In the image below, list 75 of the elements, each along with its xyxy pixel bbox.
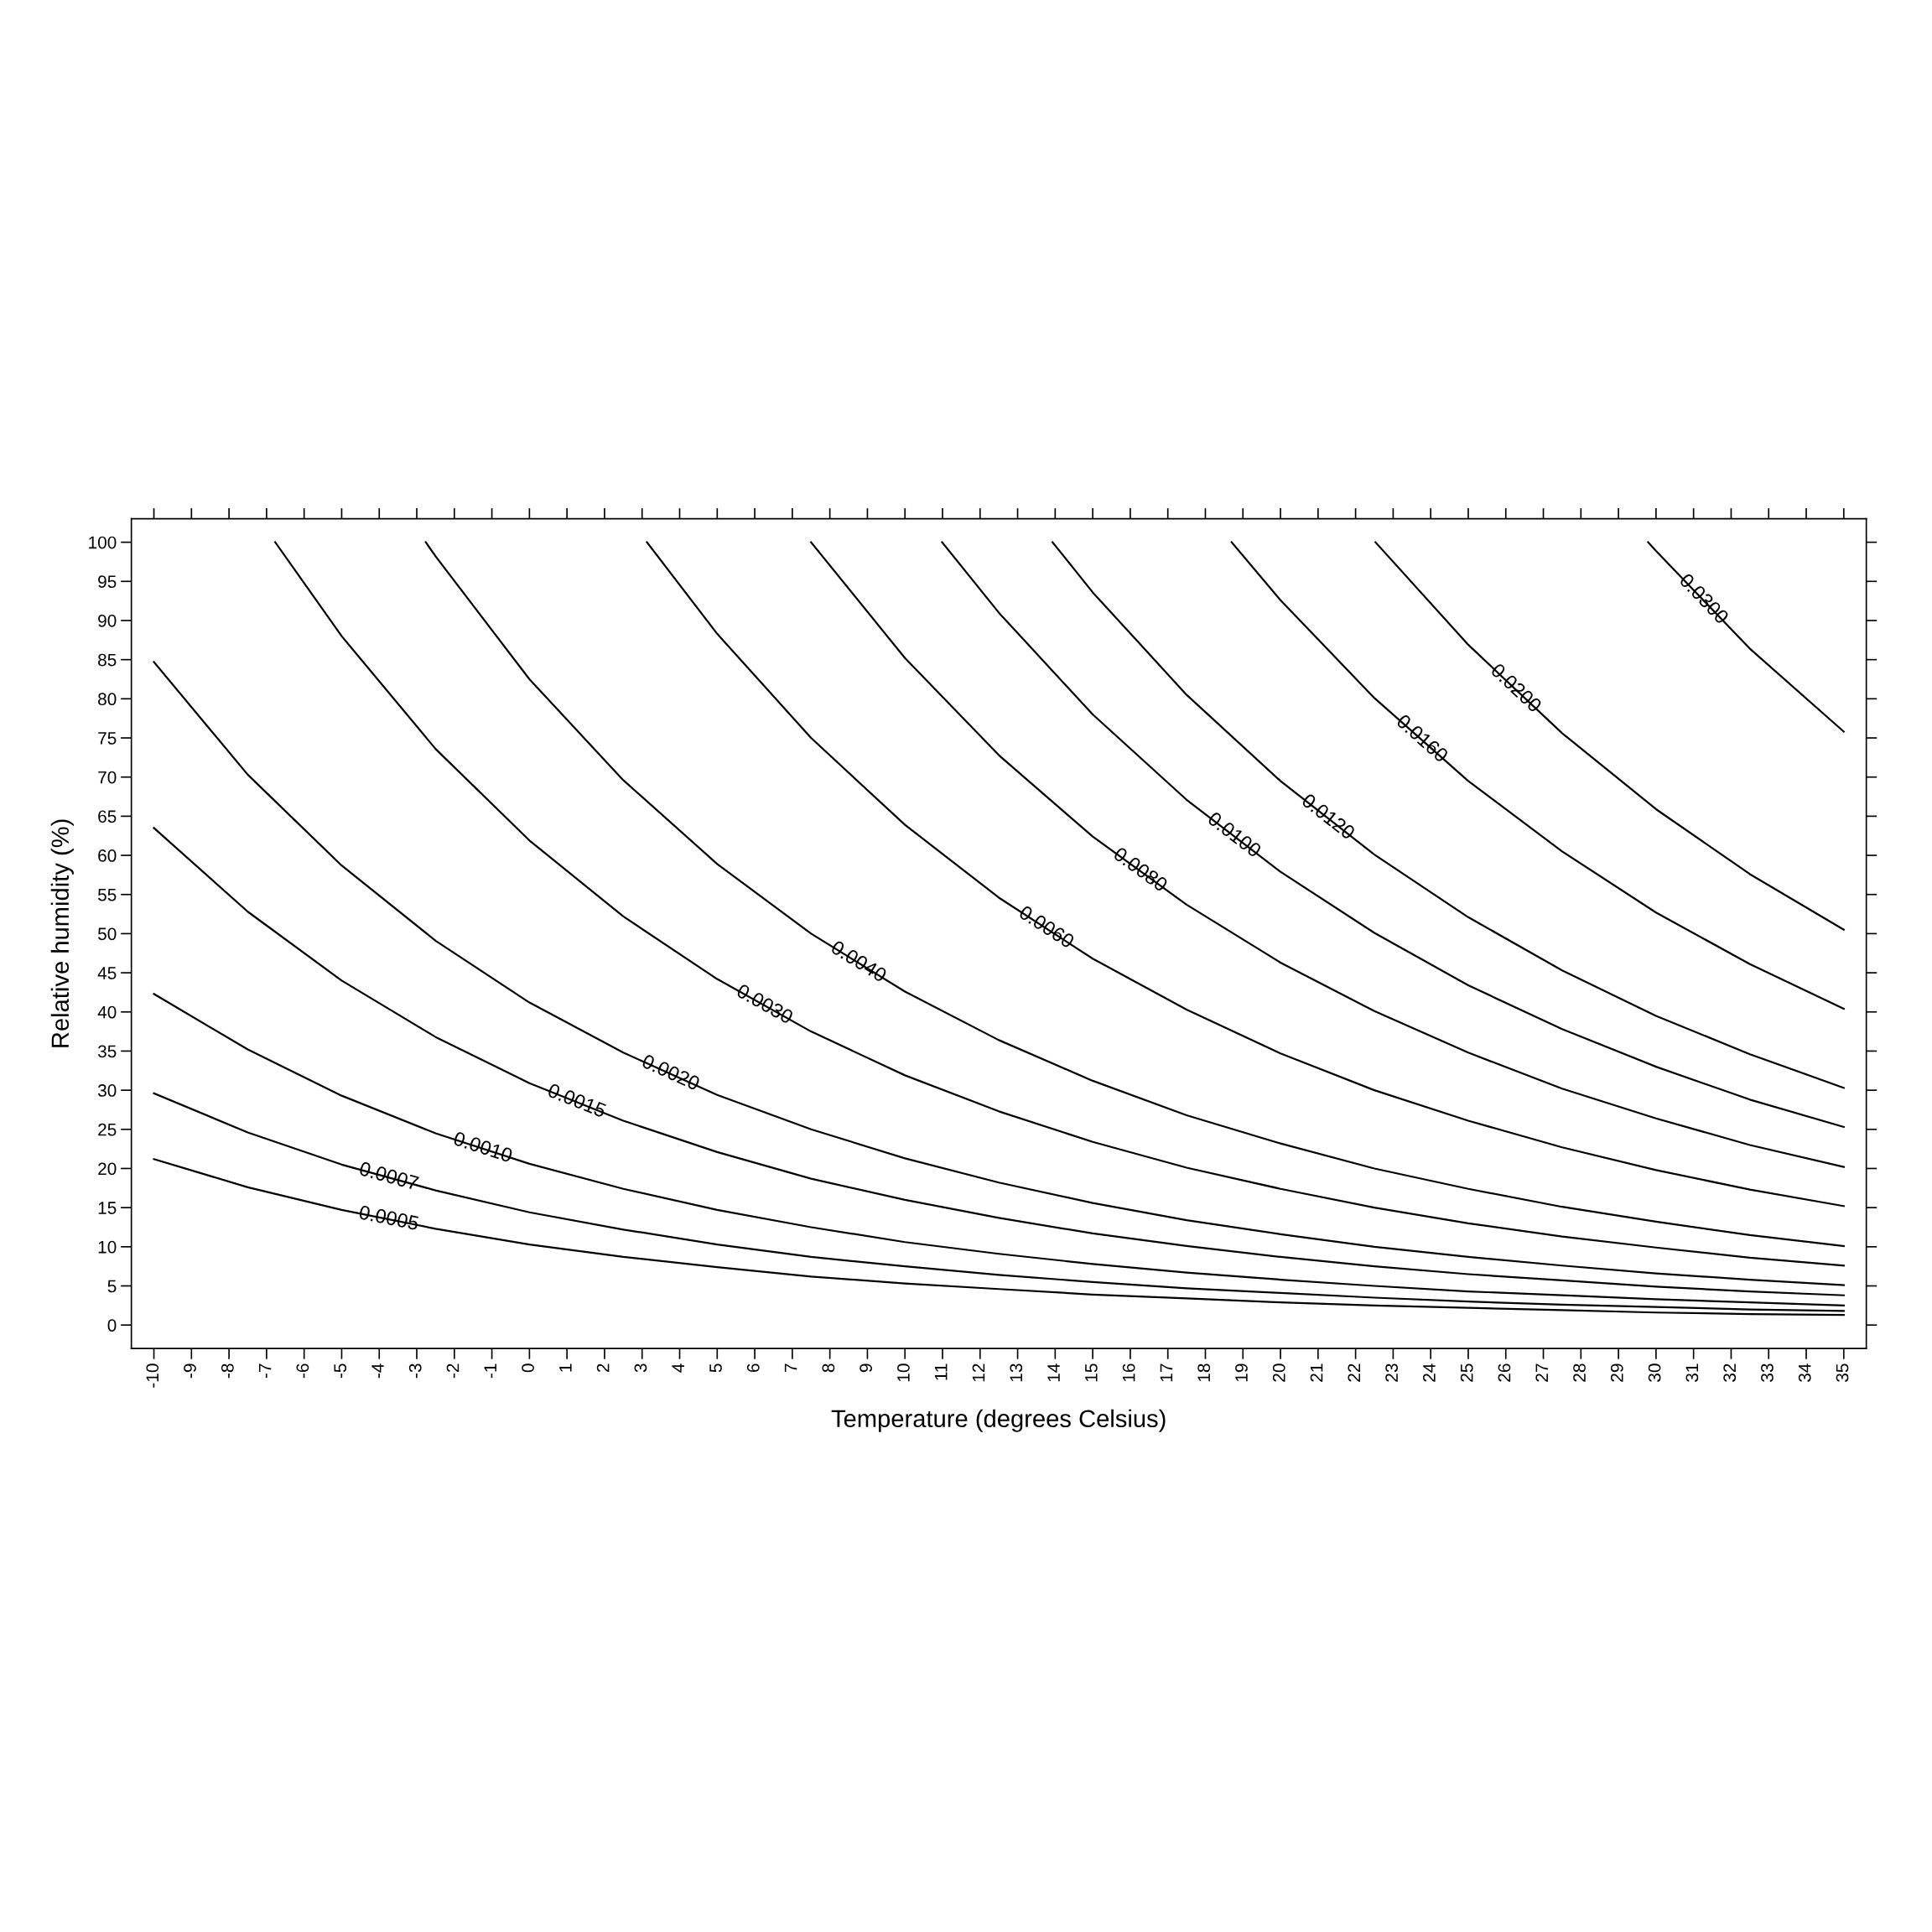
y-tick-label: 80 [98,693,117,706]
y-tick-label: 70 [98,771,117,784]
x-tick-label: 31 [1685,1363,1699,1382]
x-tick-label: -8 [221,1363,234,1379]
y-tick-label: 95 [98,575,117,589]
x-tick-label: 24 [1423,1363,1436,1382]
x-tick-label: 23 [1385,1363,1398,1382]
x-tick-label: 0 [522,1363,534,1373]
x-tick-label: -5 [334,1363,347,1379]
y-tick-label: 75 [98,732,117,745]
x-tick-label: -9 [184,1363,196,1379]
x-tick-label: 12 [972,1363,985,1382]
x-tick-label: 30 [1648,1363,1661,1382]
x-tick-label: 10 [897,1363,910,1382]
y-tick-label: 15 [98,1202,117,1214]
x-tick-label: -2 [446,1363,460,1379]
y-tick-label: 5 [107,1280,117,1293]
y-axis-title: Relative humidity (%) [50,819,74,1047]
y-tick-label: 50 [97,927,117,941]
x-tick-label: 29 [1610,1363,1623,1382]
x-tick-label: 21 [1310,1363,1323,1382]
x-tick-label: -3 [408,1363,422,1379]
line-series [1374,541,1845,931]
x-tick-label: 16 [1122,1363,1135,1382]
y-tick-label: 10 [98,1240,117,1254]
line-series [941,541,1845,1129]
x-tick-label: 4 [672,1363,684,1373]
x-tick-label: -7 [258,1363,272,1379]
x-tick-label: 20 [1272,1363,1285,1382]
x-tick-label: 26 [1498,1363,1511,1382]
x-tick-label: -6 [296,1363,309,1379]
y-tick-label: 90 [98,614,117,627]
x-tick-label: 34 [1798,1363,1811,1382]
y-tick-label: 60 [98,849,117,862]
y-tick-label: 55 [97,888,117,901]
y-tick-label: 0 [107,1319,117,1332]
x-tick-label: -4 [371,1363,384,1379]
y-tick-label: 40 [97,1005,117,1019]
x-tick-label: 33 [1761,1363,1774,1382]
x-tick-label: 6 [746,1363,760,1373]
y-tick-label: 30 [97,1084,117,1097]
line-series [810,541,1845,1168]
x-tick-label: 11 [935,1363,948,1380]
x-tick-label: 25 [1460,1363,1473,1382]
line-series [1647,541,1845,733]
x-axis-title: Temperature (degrees Celsius) [831,1409,1166,1432]
y-tick-label: 35 [97,1045,117,1058]
x-tick-label: 32 [1723,1363,1737,1382]
x-tick-label: 5 [709,1363,722,1373]
x-tick-label: 13 [1010,1363,1023,1382]
x-tick-label: 22 [1348,1363,1360,1382]
x-tick-label: 17 [1160,1363,1173,1382]
y-tick-label: 65 [98,810,117,823]
x-tick-label: 7 [784,1363,797,1373]
x-tick-label: 35 [1836,1363,1849,1382]
text: 0.0015 [547,1083,607,1119]
x-tick-label: 8 [822,1363,835,1373]
y-tick-label: 25 [98,1123,117,1136]
y-tick-label: 85 [98,653,117,667]
y-tick-label: 20 [98,1162,117,1176]
x-tick-label: 15 [1085,1363,1098,1382]
x-tick-label: -1 [484,1363,496,1379]
y-tick-label: 45 [97,967,117,979]
x-tick-label: 2 [596,1363,610,1373]
x-tick-label: 27 [1535,1363,1548,1382]
y-tick-label: 100 [89,536,117,549]
x-tick-label: 28 [1573,1363,1586,1382]
x-tick-label: 18 [1197,1363,1211,1382]
x-tick-label: 1 [559,1363,572,1372]
x-tick-label: 19 [1235,1363,1248,1382]
x-tick-label: 3 [634,1363,647,1373]
x-tick-label: 14 [1047,1363,1060,1382]
x-tick-label: -10 [146,1363,159,1388]
line-series [153,661,1845,1286]
x-tick-label: 9 [860,1363,873,1373]
